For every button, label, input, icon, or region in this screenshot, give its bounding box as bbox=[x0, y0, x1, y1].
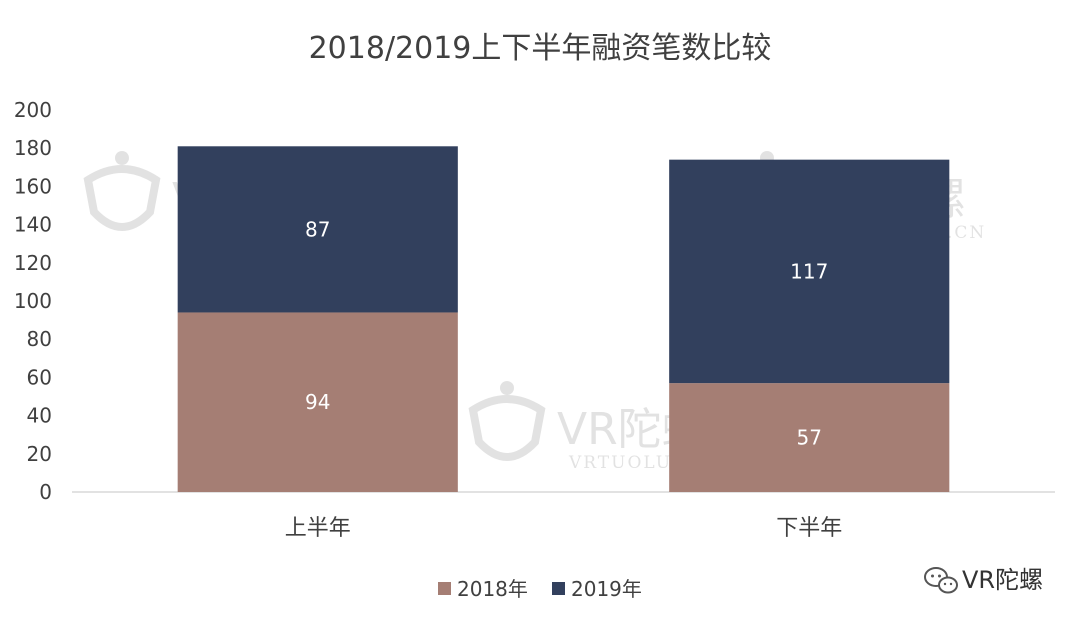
x-tick-label: 下半年 bbox=[776, 516, 842, 541]
x-tick-label: 上半年 bbox=[285, 516, 351, 541]
data-label: 87 bbox=[305, 217, 330, 241]
y-tick-label: 20 bbox=[27, 442, 52, 466]
footer-brand: VR陀螺 bbox=[924, 566, 1043, 594]
y-axis: 0 20 40 60 80 100 120 140 160 180 200 bbox=[14, 98, 52, 504]
legend-label: 2018年 bbox=[457, 577, 528, 601]
bar-segment bbox=[669, 383, 950, 492]
y-tick-label: 120 bbox=[14, 251, 52, 275]
data-label: 57 bbox=[797, 426, 822, 450]
wechat-icon bbox=[924, 567, 958, 594]
watermark-logo-icon bbox=[468, 395, 546, 461]
y-tick-label: 0 bbox=[39, 480, 52, 504]
y-tick-label: 100 bbox=[14, 289, 52, 313]
y-tick-label: 60 bbox=[27, 365, 52, 389]
watermark-logo-dot bbox=[115, 151, 129, 165]
bar-segment bbox=[177, 146, 458, 313]
bar-segment bbox=[669, 159, 950, 384]
y-tick-label: 140 bbox=[14, 213, 52, 237]
y-tick-label: 180 bbox=[14, 136, 52, 160]
legend-swatch bbox=[552, 582, 565, 595]
watermark-logo-icon bbox=[83, 165, 161, 231]
y-tick-label: 160 bbox=[14, 174, 52, 198]
legend-swatch bbox=[438, 582, 451, 595]
x-axis: 上半年 下半年 bbox=[285, 516, 843, 541]
chart-title: 2018/2019上下半年融资笔数比较 bbox=[309, 31, 772, 66]
y-tick-label: 80 bbox=[27, 327, 52, 351]
bars-layer bbox=[177, 146, 950, 492]
data-label: 94 bbox=[305, 390, 330, 414]
y-tick-label: 40 bbox=[27, 404, 52, 428]
data-labels-layer: 94 87 57 117 bbox=[305, 217, 828, 449]
bar-segment bbox=[177, 312, 458, 492]
data-label: 117 bbox=[790, 259, 828, 283]
watermark-logo-dot bbox=[500, 381, 514, 395]
footer-brand-label: VR陀螺 bbox=[962, 566, 1043, 594]
y-tick-label: 200 bbox=[14, 98, 52, 122]
legend: 2018年 2019年 bbox=[438, 577, 642, 601]
legend-label: 2019年 bbox=[571, 577, 642, 601]
